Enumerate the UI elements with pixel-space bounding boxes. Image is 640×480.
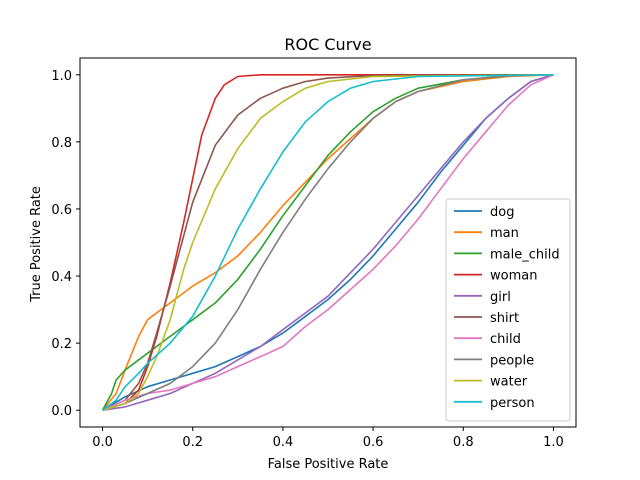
y-tick-label: 0.6 — [51, 203, 72, 218]
x-tick-label: 0.0 — [92, 435, 113, 450]
legend-label-child: child — [490, 332, 521, 347]
series-line-water — [102, 74, 554, 411]
y-axis-title: True Positive Rate — [29, 186, 44, 303]
plot-frame — [79, 57, 577, 428]
series-line-male_child — [101, 74, 554, 411]
legend-label-dog: dog — [490, 205, 514, 220]
legend-label-shirt: shirt — [490, 311, 519, 326]
legend-label-girl: girl — [490, 290, 511, 305]
legend-label-person: person — [490, 396, 535, 411]
y-tick-label: 0.0 — [51, 404, 72, 419]
legend-box — [445, 198, 571, 422]
y-tick-label: 0.4 — [51, 270, 72, 285]
series-line-girl — [102, 74, 554, 411]
y-tick-label: 0.8 — [51, 136, 72, 151]
legend-label-water: water — [490, 375, 528, 390]
series-line-person — [102, 74, 554, 411]
x-tick-label: 0.8 — [453, 435, 474, 450]
y-tick-label: 1.0 — [51, 69, 72, 84]
x-tick-label: 0.4 — [273, 435, 294, 450]
x-axis-title: False Positive Rate — [268, 457, 389, 472]
x-tick-label: 0.6 — [363, 435, 384, 450]
y-tick-label: 0.2 — [51, 337, 72, 352]
x-tick-label: 0.2 — [182, 435, 203, 450]
series-line-woman — [102, 74, 554, 411]
chart-title: ROC Curve — [284, 35, 371, 54]
series-line-child — [102, 74, 554, 411]
legend-label-male_child: male_child — [490, 247, 560, 262]
series-line-shirt — [102, 74, 554, 411]
series-line-people — [102, 74, 554, 411]
legend-label-woman: woman — [490, 269, 537, 284]
y-axis: 0.0 0.2 0.4 0.6 0.8 1.0 — [51, 69, 80, 419]
legend-label-man: man — [490, 226, 519, 241]
legend-label-people: people — [490, 353, 534, 368]
plot-area — [79, 57, 577, 428]
x-tick-label: 1.0 — [543, 435, 564, 450]
x-axis: 0.0 0.2 0.4 0.6 0.8 1.0 — [92, 427, 564, 450]
